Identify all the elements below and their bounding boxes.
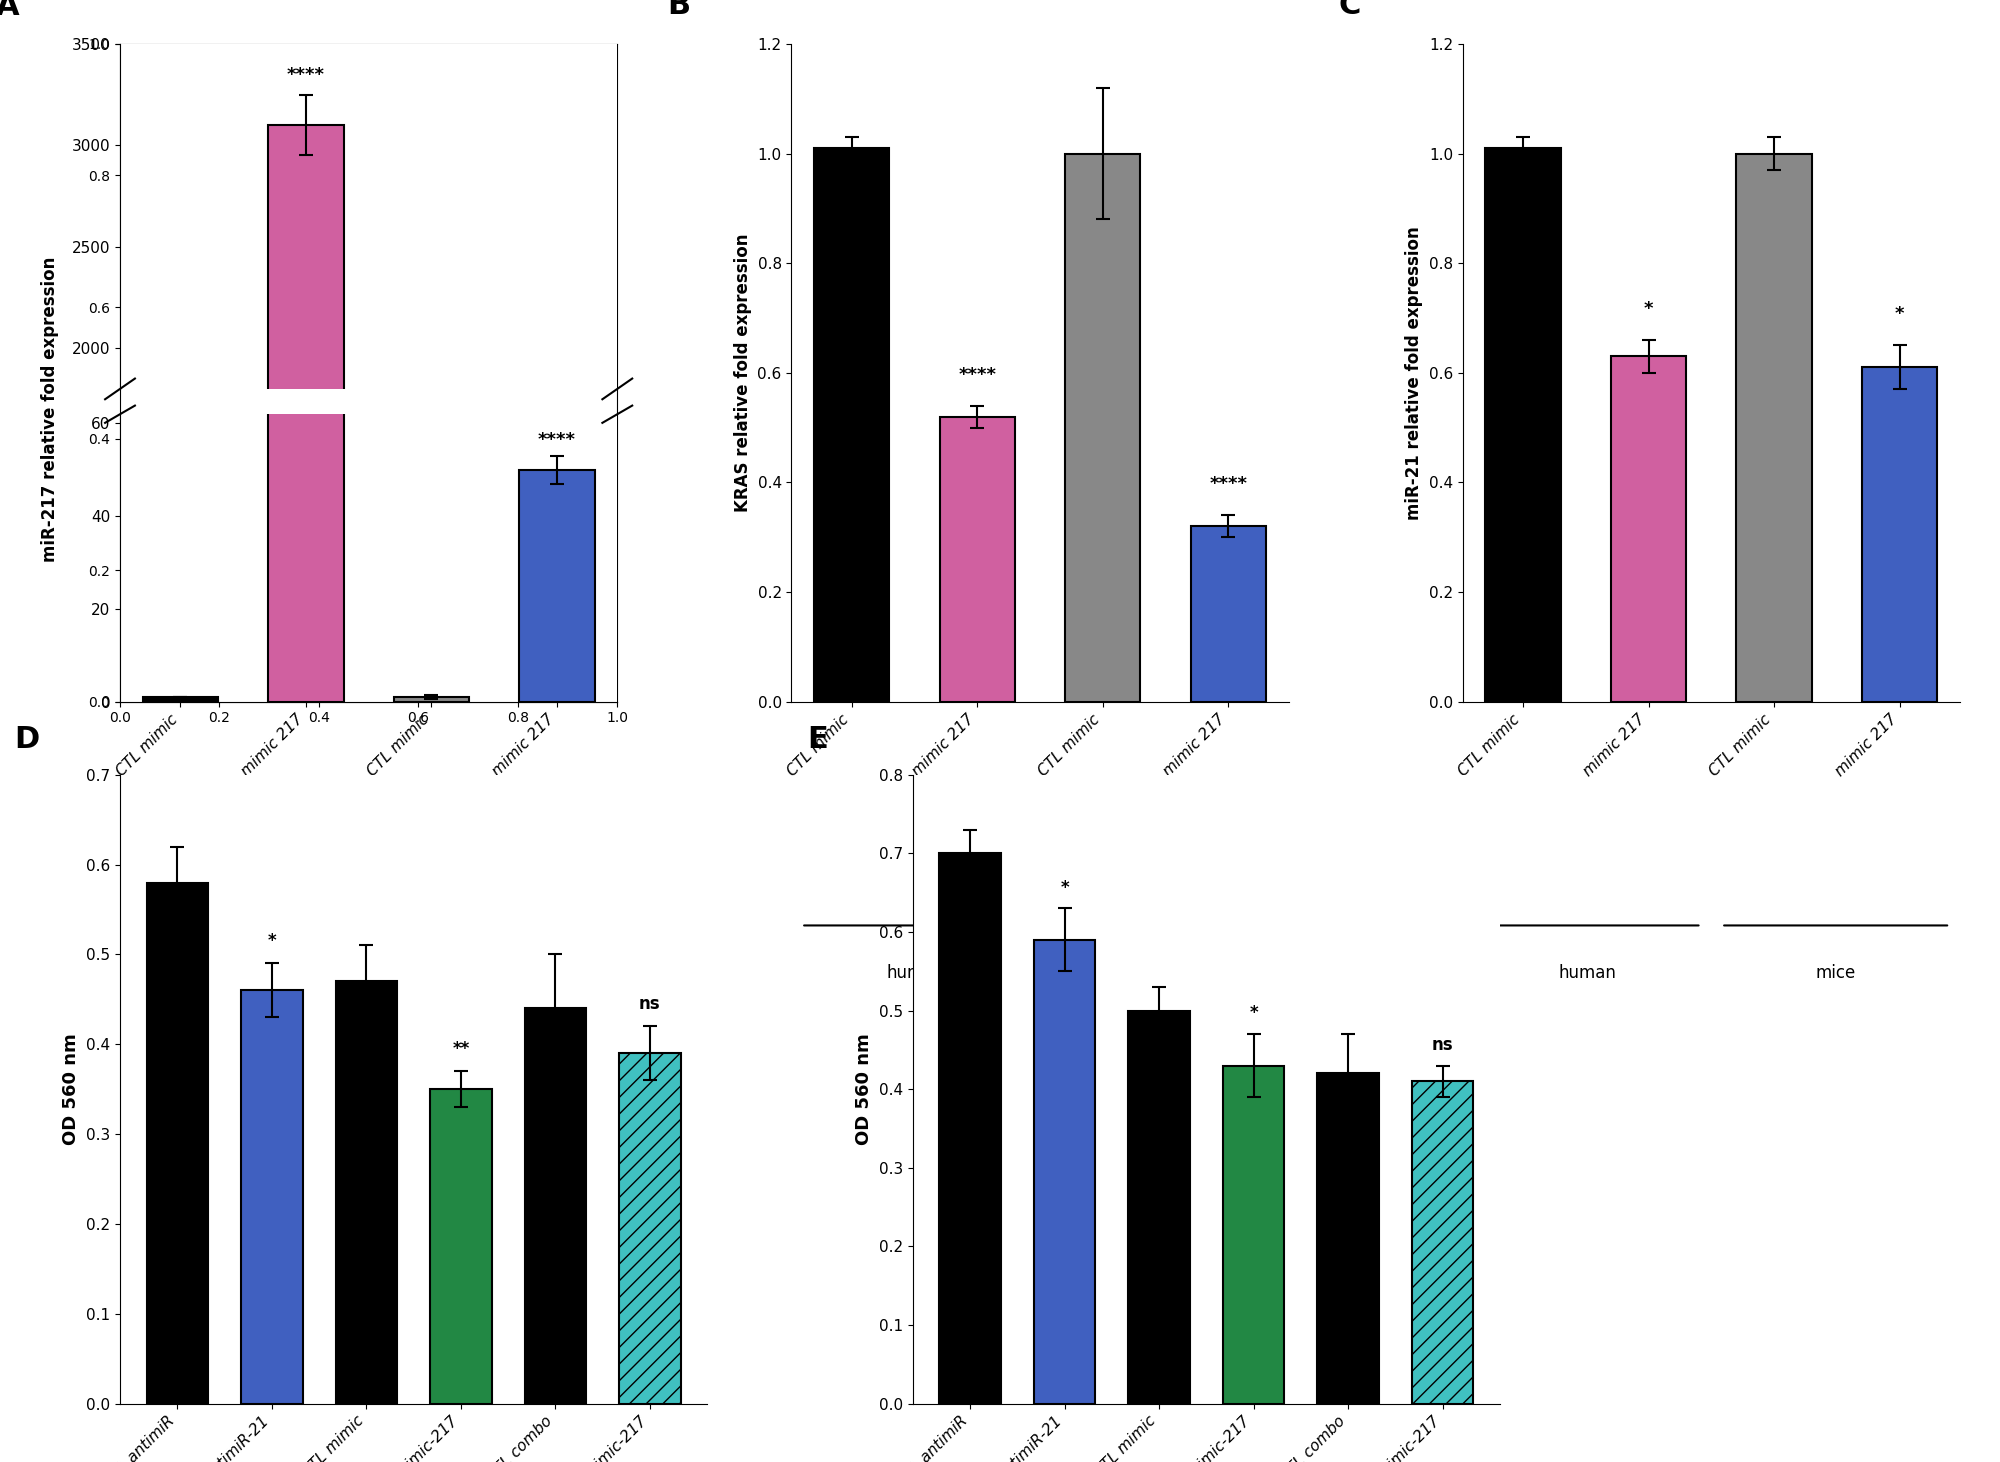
Bar	[940, 417, 1014, 702]
Bar	[430, 1089, 492, 1404]
Bar	[146, 883, 208, 1404]
Bar	[1034, 940, 1096, 1404]
Bar	[268, 0, 344, 702]
Text: ****: ****	[958, 366, 996, 385]
Text: human: human	[364, 823, 422, 841]
Text: D: D	[14, 725, 40, 753]
Text: A: A	[0, 0, 20, 20]
Text: human: human	[886, 963, 944, 982]
Text: *: *	[1894, 306, 1904, 323]
Text: mice: mice	[1816, 963, 1856, 982]
Text: mice: mice	[472, 838, 514, 855]
Bar	[524, 1009, 586, 1404]
Bar	[520, 469, 594, 702]
Bar	[1736, 154, 1812, 702]
Text: ****: ****	[1210, 475, 1248, 494]
Bar	[814, 148, 890, 702]
Bar	[520, 744, 594, 754]
Bar	[1486, 148, 1560, 702]
Y-axis label: miR-21 relative fold expression: miR-21 relative fold expression	[1406, 227, 1424, 519]
Text: ****: ****	[538, 431, 576, 449]
Y-axis label: KRAS relative fold expression: KRAS relative fold expression	[734, 234, 752, 512]
Bar	[1190, 526, 1266, 702]
Text: mice: mice	[1144, 963, 1184, 982]
Text: E: E	[808, 725, 828, 753]
Text: C: C	[1338, 0, 1360, 20]
Text: miR-217 relative fold expression: miR-217 relative fold expression	[40, 257, 60, 561]
Y-axis label: OD 560 nm: OD 560 nm	[856, 1034, 874, 1145]
Bar	[1066, 154, 1140, 702]
Bar	[268, 126, 344, 754]
Bar	[336, 981, 398, 1404]
Text: ****: ****	[286, 66, 324, 85]
Bar	[394, 697, 470, 702]
Bar	[1318, 1073, 1378, 1404]
Text: *: *	[1644, 300, 1654, 319]
Bar	[142, 697, 218, 702]
Text: *: *	[1250, 1004, 1258, 1022]
Text: human: human	[216, 838, 274, 855]
Y-axis label: OD 560 nm: OD 560 nm	[62, 1034, 80, 1145]
Bar	[242, 990, 302, 1404]
Text: ns: ns	[1432, 1037, 1454, 1054]
Bar	[1412, 1082, 1474, 1404]
Bar	[620, 1053, 680, 1404]
Text: *: *	[1060, 879, 1068, 896]
Bar	[1610, 357, 1686, 702]
Text: human: human	[1558, 963, 1616, 982]
Text: B: B	[668, 0, 690, 20]
Bar	[1862, 367, 1938, 702]
Bar	[1222, 1066, 1284, 1404]
Bar	[1128, 1010, 1190, 1404]
Bar	[940, 854, 1000, 1404]
Text: ns: ns	[640, 994, 660, 1013]
Text: *: *	[268, 931, 276, 950]
Text: **: **	[452, 1039, 470, 1058]
